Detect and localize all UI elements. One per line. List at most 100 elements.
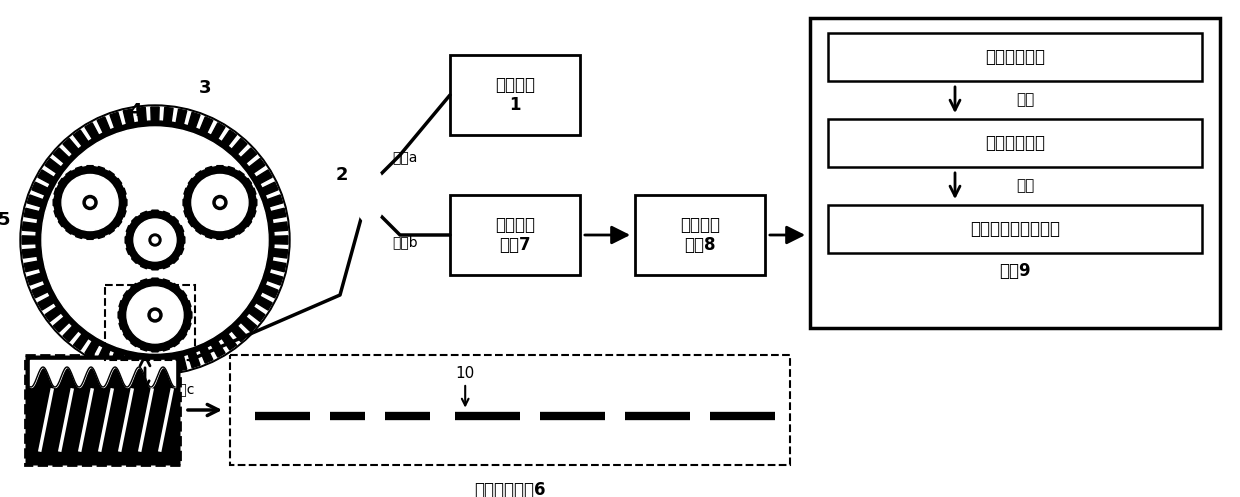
Polygon shape — [140, 211, 149, 220]
Polygon shape — [236, 225, 244, 234]
Polygon shape — [24, 208, 40, 219]
Polygon shape — [123, 291, 133, 300]
Polygon shape — [161, 279, 170, 287]
Polygon shape — [241, 317, 257, 332]
Polygon shape — [206, 166, 213, 175]
Polygon shape — [45, 307, 61, 322]
Polygon shape — [105, 225, 114, 234]
Polygon shape — [97, 166, 104, 175]
Polygon shape — [130, 283, 140, 292]
Polygon shape — [119, 322, 128, 330]
Polygon shape — [227, 230, 234, 239]
Polygon shape — [164, 107, 174, 122]
Polygon shape — [151, 263, 159, 270]
Text: 光纤c: 光纤c — [170, 383, 195, 397]
Bar — [450, 55, 580, 135]
Polygon shape — [211, 123, 226, 139]
Polygon shape — [184, 199, 190, 206]
Polygon shape — [182, 301, 191, 308]
Polygon shape — [248, 209, 255, 217]
Circle shape — [149, 234, 161, 246]
Circle shape — [148, 308, 162, 322]
Polygon shape — [151, 345, 159, 352]
Polygon shape — [84, 341, 99, 357]
Polygon shape — [73, 334, 88, 350]
Polygon shape — [105, 171, 114, 180]
Circle shape — [119, 279, 191, 351]
Polygon shape — [177, 291, 187, 300]
Polygon shape — [200, 347, 213, 363]
Circle shape — [55, 166, 126, 239]
Circle shape — [126, 287, 184, 343]
Polygon shape — [222, 130, 237, 146]
Polygon shape — [177, 331, 187, 339]
Bar — [810, 18, 1220, 328]
Polygon shape — [241, 148, 257, 163]
Polygon shape — [140, 342, 149, 351]
Text: 宽带光源
1: 宽带光源 1 — [495, 76, 534, 114]
Polygon shape — [123, 331, 133, 339]
Text: 齿根应变信号: 齿根应变信号 — [985, 48, 1045, 66]
Polygon shape — [76, 230, 83, 239]
Polygon shape — [87, 166, 93, 172]
Polygon shape — [151, 210, 159, 217]
Text: 10: 10 — [455, 365, 475, 381]
Polygon shape — [249, 199, 257, 206]
Polygon shape — [243, 178, 252, 187]
Bar — [635, 195, 765, 275]
Polygon shape — [58, 218, 67, 227]
Polygon shape — [151, 107, 159, 121]
Polygon shape — [243, 218, 252, 227]
Text: 光纤b: 光纤b — [392, 235, 418, 249]
Polygon shape — [161, 211, 170, 220]
Polygon shape — [24, 261, 40, 272]
Polygon shape — [55, 188, 62, 196]
Polygon shape — [55, 209, 62, 217]
Polygon shape — [66, 171, 74, 180]
Text: 提取: 提取 — [1016, 178, 1034, 193]
Polygon shape — [140, 260, 149, 269]
Text: 行星齿轮笱故障特征: 行星齿轮笱故障特征 — [970, 220, 1060, 238]
Polygon shape — [217, 233, 223, 240]
Polygon shape — [227, 166, 234, 175]
Polygon shape — [196, 225, 205, 234]
Circle shape — [192, 174, 248, 231]
Polygon shape — [131, 217, 140, 226]
Polygon shape — [273, 248, 288, 258]
Polygon shape — [175, 247, 184, 254]
Polygon shape — [110, 112, 122, 128]
Polygon shape — [119, 301, 128, 308]
Polygon shape — [176, 355, 187, 371]
Text: 齿根应变序列: 齿根应变序列 — [985, 134, 1045, 152]
Polygon shape — [267, 273, 283, 285]
Polygon shape — [211, 341, 226, 357]
Polygon shape — [136, 107, 146, 122]
Circle shape — [38, 123, 272, 357]
Polygon shape — [58, 178, 67, 187]
Polygon shape — [222, 334, 237, 350]
Polygon shape — [27, 273, 43, 285]
Circle shape — [126, 211, 184, 269]
Polygon shape — [185, 312, 192, 318]
Polygon shape — [131, 254, 140, 263]
Text: 构建: 构建 — [1016, 92, 1034, 107]
Polygon shape — [37, 170, 53, 184]
Polygon shape — [206, 230, 213, 239]
Polygon shape — [118, 209, 126, 217]
Text: 计算9: 计算9 — [999, 262, 1030, 280]
Polygon shape — [217, 166, 223, 172]
Polygon shape — [130, 337, 140, 347]
Polygon shape — [175, 226, 184, 234]
Polygon shape — [110, 352, 122, 368]
Polygon shape — [63, 326, 78, 341]
Polygon shape — [113, 218, 122, 227]
Polygon shape — [126, 247, 135, 254]
Polygon shape — [73, 130, 88, 146]
Ellipse shape — [356, 167, 384, 223]
Polygon shape — [125, 237, 133, 243]
Polygon shape — [248, 188, 255, 196]
Polygon shape — [118, 312, 125, 318]
Polygon shape — [32, 285, 48, 298]
Polygon shape — [22, 248, 37, 258]
Bar — [828, 205, 1202, 253]
